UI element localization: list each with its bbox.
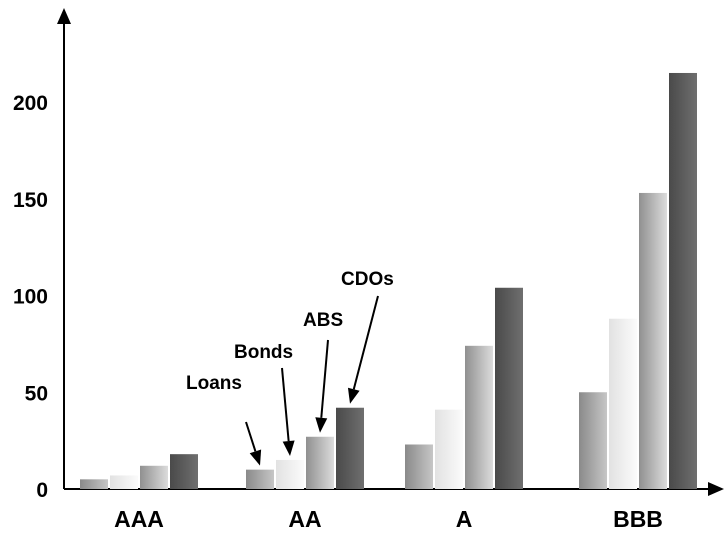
annotation-arrowhead — [347, 387, 360, 404]
annotation-label-loans: Loans — [186, 373, 242, 394]
annotation-arrow-line — [352, 295, 379, 390]
x-category-label: AA — [288, 506, 321, 532]
bar-aaa-2 — [140, 465, 168, 489]
bars — [80, 72, 697, 489]
y-tick-label: 150 — [13, 189, 48, 212]
bar-bbb-0 — [579, 392, 607, 489]
bar-a-3 — [495, 287, 523, 489]
bar-bbb-3 — [669, 72, 697, 489]
annotation-arrow-line — [281, 367, 290, 442]
bar-aa-3 — [336, 407, 364, 489]
category-labels: AAA AA A BBB — [114, 506, 663, 532]
bar-aa-1 — [276, 459, 304, 489]
annotation-arrowhead — [315, 417, 328, 433]
y-tick-labels: 0 50 100 150 200 — [13, 92, 48, 502]
bar-bbb-2 — [639, 192, 667, 489]
y-tick-label: 50 — [25, 382, 48, 405]
annotation-label-abs: ABS — [303, 310, 343, 331]
x-category-label: AAA — [114, 506, 164, 532]
annotation-arrow-line — [245, 421, 257, 452]
y-tick-label: 100 — [13, 286, 48, 309]
annotation-arrowhead — [249, 449, 262, 466]
bar-aaa-3 — [170, 454, 198, 489]
bar-a-2 — [465, 345, 493, 489]
bar-aaa-0 — [80, 479, 108, 489]
bar-bbb-1 — [609, 318, 637, 489]
bar-aa-2 — [306, 436, 334, 489]
bar-aaa-1 — [110, 475, 138, 489]
bar-aa-0 — [246, 469, 274, 489]
x-category-label: A — [456, 506, 473, 532]
annotations: Loans Bonds ABS CDOs — [186, 269, 394, 466]
y-tick-label: 0 — [36, 479, 48, 502]
bar-a-1 — [435, 409, 463, 489]
annotation-arrowhead — [282, 440, 295, 456]
annotation-label-bonds: Bonds — [234, 342, 293, 363]
annotation-label-cdos: CDOs — [341, 269, 394, 290]
y-tick-label: 200 — [13, 92, 48, 115]
bar-a-0 — [405, 444, 433, 489]
x-axis-arrow — [708, 482, 724, 496]
y-axis-arrow — [57, 8, 71, 24]
annotation-arrow-line — [320, 339, 329, 418]
x-category-label: BBB — [613, 506, 663, 532]
